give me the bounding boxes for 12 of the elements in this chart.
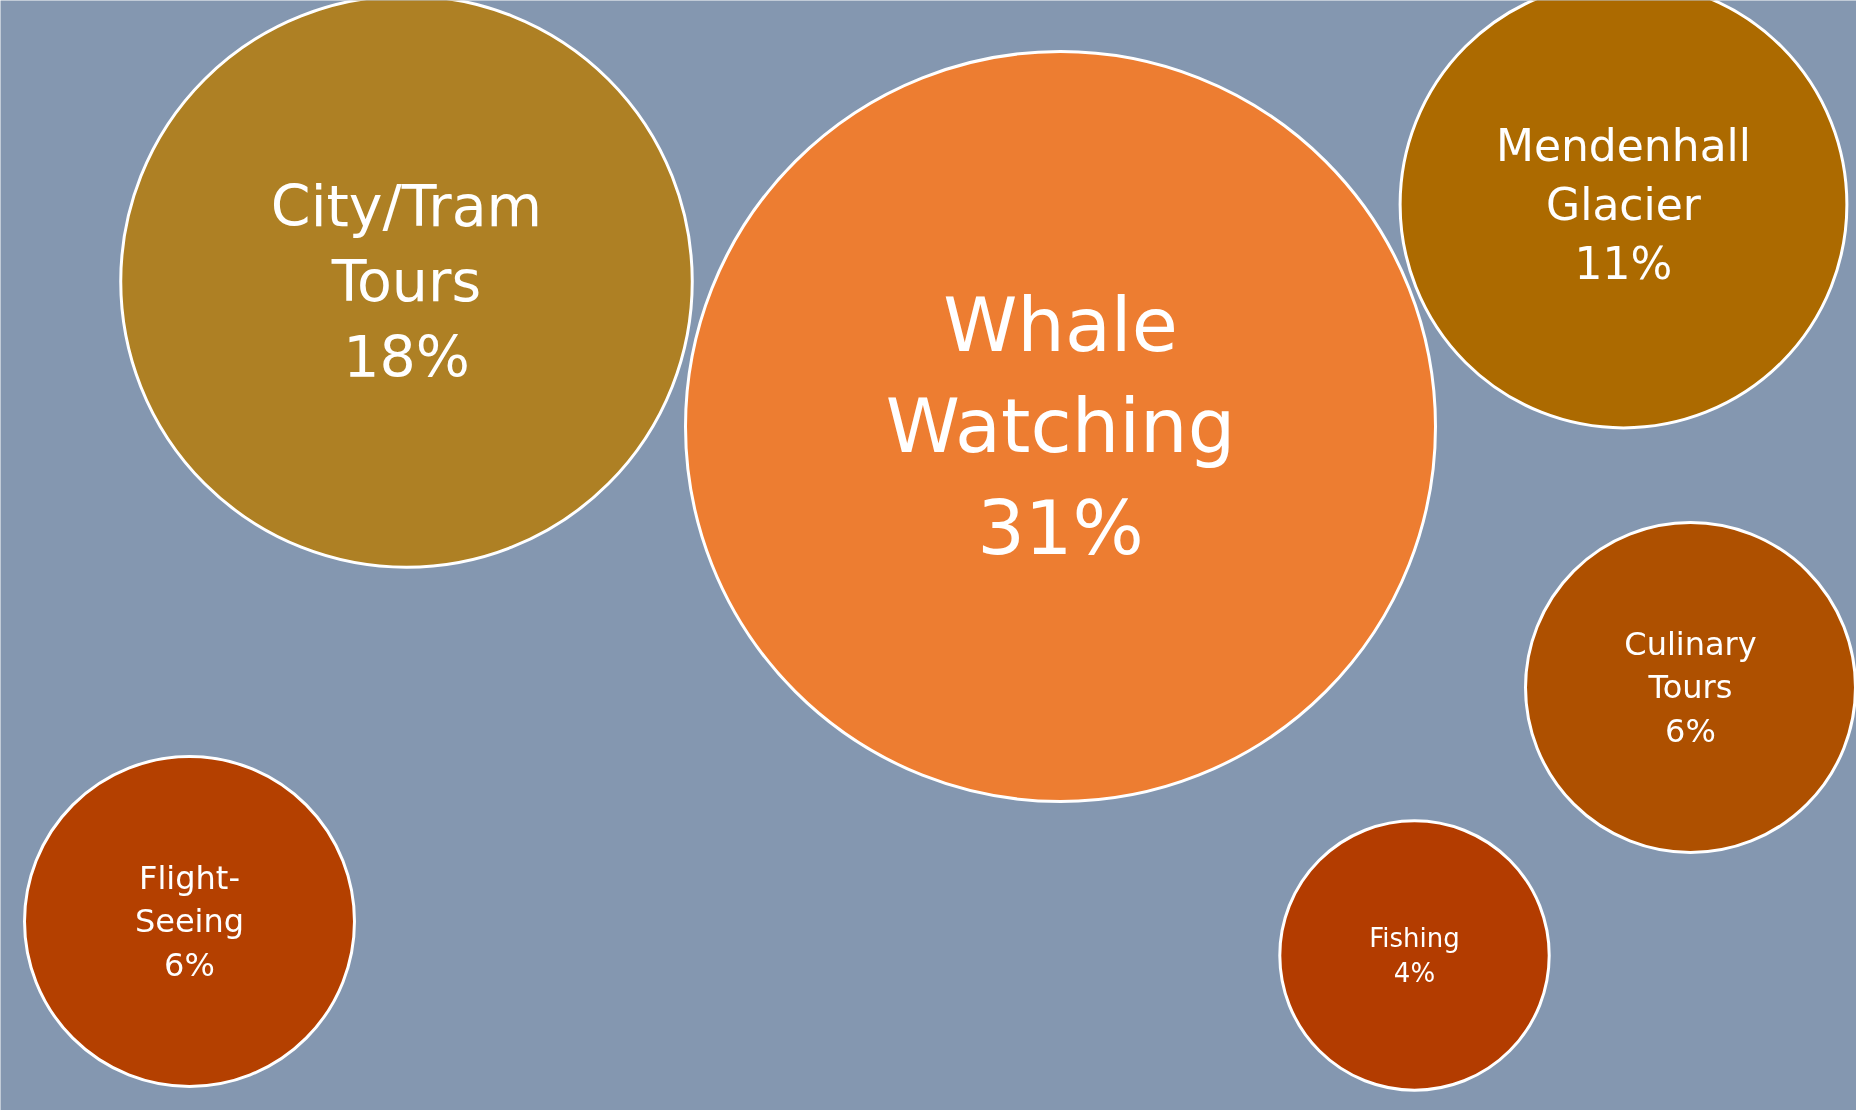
data-label: 6%: [1665, 712, 1716, 751]
data-label: 11%: [1574, 237, 1673, 289]
category-label: Fishing: [1369, 923, 1460, 954]
data-label: 18%: [343, 324, 470, 391]
category-label: Mendenhall Glacier: [1495, 120, 1752, 230]
data-label: 31%: [977, 483, 1144, 572]
data-label: 6%: [164, 946, 215, 985]
data-label: 4%: [1393, 957, 1436, 988]
category-label: Flight-Seeing: [134, 858, 245, 941]
category-label: Whale Watching: [885, 281, 1236, 471]
category-label: City/Tram Tours: [270, 172, 543, 315]
category-label: Culinary Tours: [1624, 624, 1757, 707]
